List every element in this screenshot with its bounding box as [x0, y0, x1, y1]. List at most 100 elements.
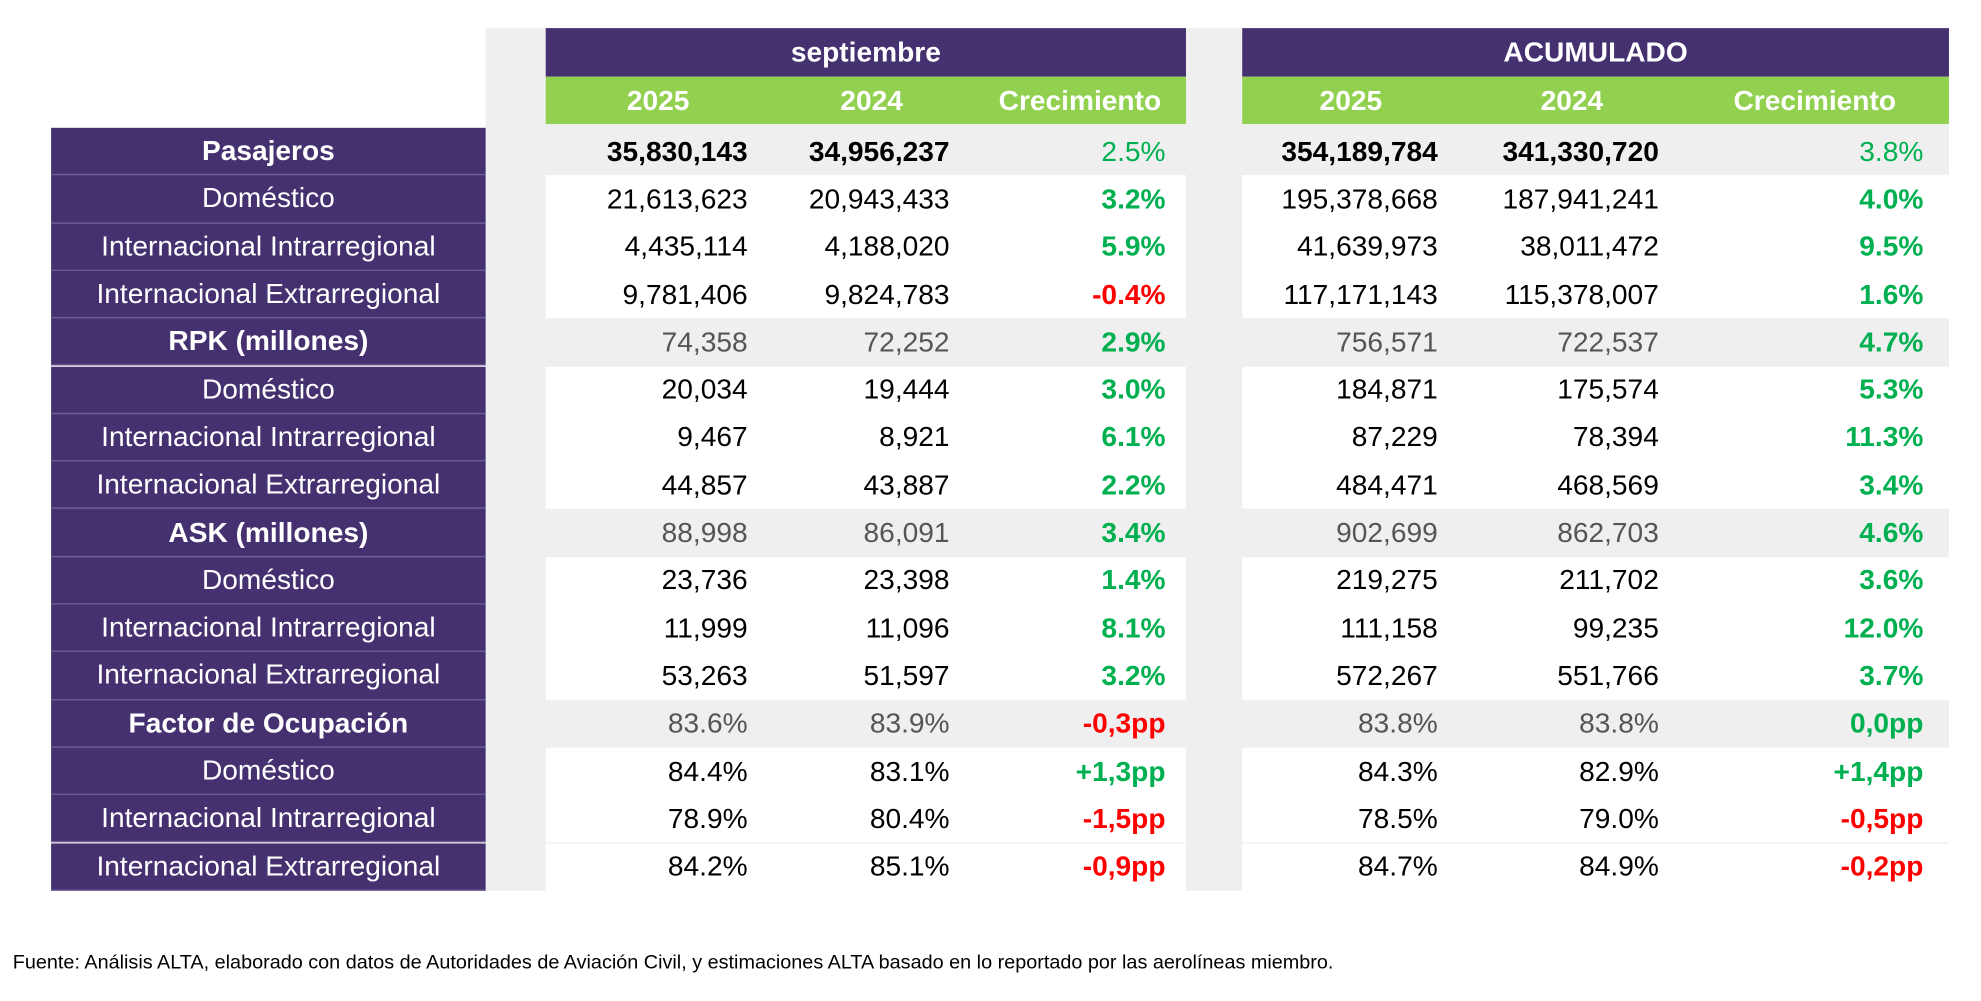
value-cell: 211,702: [1559, 564, 1659, 596]
row-background: [1242, 842, 1949, 891]
growth-cell: -1,5pp: [1082, 802, 1166, 835]
row-label: Internacional Intrarregional: [51, 223, 486, 271]
column-header: Crecimiento: [1733, 83, 1897, 116]
growth-cell: 2.5%: [1101, 135, 1166, 167]
row-label: Internacional Extrarregional: [51, 652, 486, 700]
value-cell: 83.6%: [667, 707, 748, 739]
value-cell: 902,699: [1336, 516, 1438, 549]
value-cell: 756,571: [1336, 325, 1438, 358]
growth-cell: 1.6%: [1859, 278, 1924, 310]
row-label: Internacional Intrarregional: [51, 795, 486, 843]
value-cell: 74,358: [661, 325, 748, 358]
value-cell: 78.5%: [1358, 802, 1438, 835]
value-cell: 20,034: [661, 373, 748, 406]
row-background: [545, 652, 1186, 700]
row-label: RPK (millones): [51, 318, 486, 367]
group-header: ACUMULADO: [1242, 28, 1949, 77]
growth-cell: 2.9%: [1101, 325, 1166, 358]
value-cell: 78.9%: [667, 802, 748, 835]
row-label: Internacional Extrarregional: [51, 270, 486, 319]
growth-cell: 12.0%: [1843, 611, 1924, 644]
row-background: [545, 461, 1186, 510]
value-cell: 86,091: [863, 516, 950, 549]
value-cell: 9,467: [677, 421, 748, 453]
value-cell: 11,999: [663, 611, 748, 644]
row-label: Doméstico: [51, 747, 486, 796]
row-label: Internacional Extrarregional: [51, 461, 486, 510]
value-cell: 88,998: [661, 516, 748, 549]
row-background: [545, 413, 1186, 462]
value-cell: 21,613,623: [606, 182, 748, 215]
growth-cell: 3.2%: [1101, 182, 1166, 215]
growth-cell: 11.3%: [1845, 421, 1924, 453]
growth-cell: 4.7%: [1859, 325, 1924, 358]
growth-cell: -0,5pp: [1840, 802, 1924, 835]
value-cell: 184,871: [1336, 373, 1438, 406]
growth-cell: +1,3pp: [1075, 754, 1166, 787]
row-label: Pasajeros: [51, 127, 486, 176]
value-cell: 19,444: [863, 373, 950, 406]
column-header: 2025: [1319, 83, 1383, 116]
growth-cell: 0,0pp: [1849, 707, 1924, 739]
growth-cell: 3.2%: [1101, 659, 1166, 692]
value-cell: 83.1%: [869, 754, 950, 787]
row-label: Factor de Ocupación: [51, 699, 486, 748]
growth-cell: 3.0%: [1101, 373, 1166, 406]
value-cell: 219,275: [1336, 564, 1438, 596]
value-cell: 34,956,237: [808, 135, 950, 167]
group-header: septiembre: [545, 28, 1186, 77]
value-cell: 551,766: [1557, 659, 1659, 692]
growth-cell: -0,9pp: [1082, 850, 1166, 882]
value-cell: 82.9%: [1579, 754, 1659, 787]
value-cell: 85.1%: [869, 850, 950, 882]
growth-cell: +1,4pp: [1833, 754, 1924, 787]
growth-cell: 4.6%: [1859, 516, 1924, 549]
value-cell: 9,781,406: [622, 278, 748, 310]
row-background: [1242, 461, 1949, 510]
value-cell: 84.9%: [1579, 850, 1659, 882]
row-label: Doméstico: [51, 366, 486, 414]
value-cell: 11,096: [865, 611, 950, 644]
row-background: [1242, 652, 1949, 700]
growth-cell: 3.4%: [1859, 468, 1924, 501]
row-background: [1242, 556, 1949, 605]
value-cell: 862,703: [1557, 516, 1659, 549]
value-cell: 187,941,241: [1502, 182, 1659, 215]
value-cell: 83.8%: [1579, 707, 1659, 739]
value-cell: 341,330,720: [1502, 135, 1659, 167]
value-cell: 53,263: [661, 659, 748, 692]
value-cell: 51,597: [863, 659, 950, 692]
value-cell: 87,229: [1351, 421, 1438, 453]
value-cell: 20,943,433: [808, 182, 950, 215]
row-background: [545, 223, 1186, 271]
row-label: Doméstico: [51, 556, 486, 605]
value-cell: 9,824,783: [824, 278, 950, 310]
value-cell: 84.4%: [667, 754, 748, 787]
value-cell: 38,011,472: [1520, 230, 1659, 263]
value-cell: 83.8%: [1358, 707, 1438, 739]
value-cell: 23,736: [661, 564, 748, 596]
value-cell: 468,569: [1557, 468, 1659, 501]
growth-cell: 8.1%: [1101, 611, 1166, 644]
row-background: [1242, 223, 1949, 271]
value-cell: 23,398: [863, 564, 950, 596]
value-cell: 72,252: [863, 325, 950, 358]
value-cell: 35,830,143: [606, 135, 748, 167]
growth-cell: -0,3pp: [1082, 707, 1166, 739]
row-background: [545, 747, 1186, 796]
row-background: [545, 366, 1186, 414]
value-cell: 484,471: [1336, 468, 1438, 501]
column-header-band: [545, 76, 1186, 124]
growth-cell: 9.5%: [1859, 230, 1924, 263]
row-background: [545, 175, 1186, 224]
row-label: ASK (millones): [51, 509, 486, 557]
row-background: [1242, 747, 1949, 796]
row-background: [545, 842, 1186, 891]
row-label: Internacional Intrarregional: [51, 604, 486, 653]
growth-cell: 3.7%: [1859, 659, 1924, 692]
row-background: [545, 604, 1186, 653]
value-cell: 79.0%: [1579, 802, 1659, 835]
row-background: [1242, 366, 1949, 414]
value-cell: 111,158: [1340, 611, 1438, 644]
